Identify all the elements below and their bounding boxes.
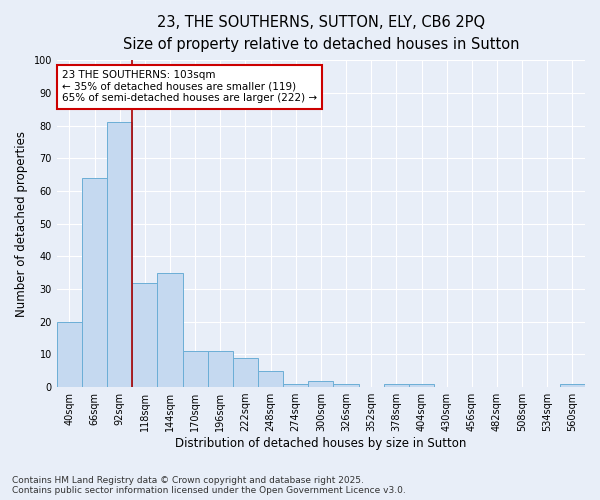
Text: Contains HM Land Registry data © Crown copyright and database right 2025.
Contai: Contains HM Land Registry data © Crown c… xyxy=(12,476,406,495)
Bar xyxy=(384,384,409,387)
Text: 23 THE SOUTHERNS: 103sqm
← 35% of detached houses are smaller (119)
65% of semi-: 23 THE SOUTHERNS: 103sqm ← 35% of detach… xyxy=(62,70,317,103)
Bar xyxy=(258,370,283,387)
Bar xyxy=(82,178,107,387)
Bar xyxy=(107,122,132,387)
Title: 23, THE SOUTHERNS, SUTTON, ELY, CB6 2PQ
Size of property relative to detached ho: 23, THE SOUTHERNS, SUTTON, ELY, CB6 2PQ … xyxy=(122,15,519,52)
Bar xyxy=(182,351,208,387)
Bar xyxy=(409,384,434,387)
Bar xyxy=(334,384,359,387)
Bar xyxy=(157,272,182,387)
Bar xyxy=(308,380,334,387)
Bar xyxy=(208,351,233,387)
Y-axis label: Number of detached properties: Number of detached properties xyxy=(15,130,28,316)
X-axis label: Distribution of detached houses by size in Sutton: Distribution of detached houses by size … xyxy=(175,437,467,450)
Bar xyxy=(283,384,308,387)
Bar xyxy=(57,322,82,387)
Bar xyxy=(132,282,157,387)
Bar xyxy=(233,358,258,387)
Bar xyxy=(560,384,585,387)
